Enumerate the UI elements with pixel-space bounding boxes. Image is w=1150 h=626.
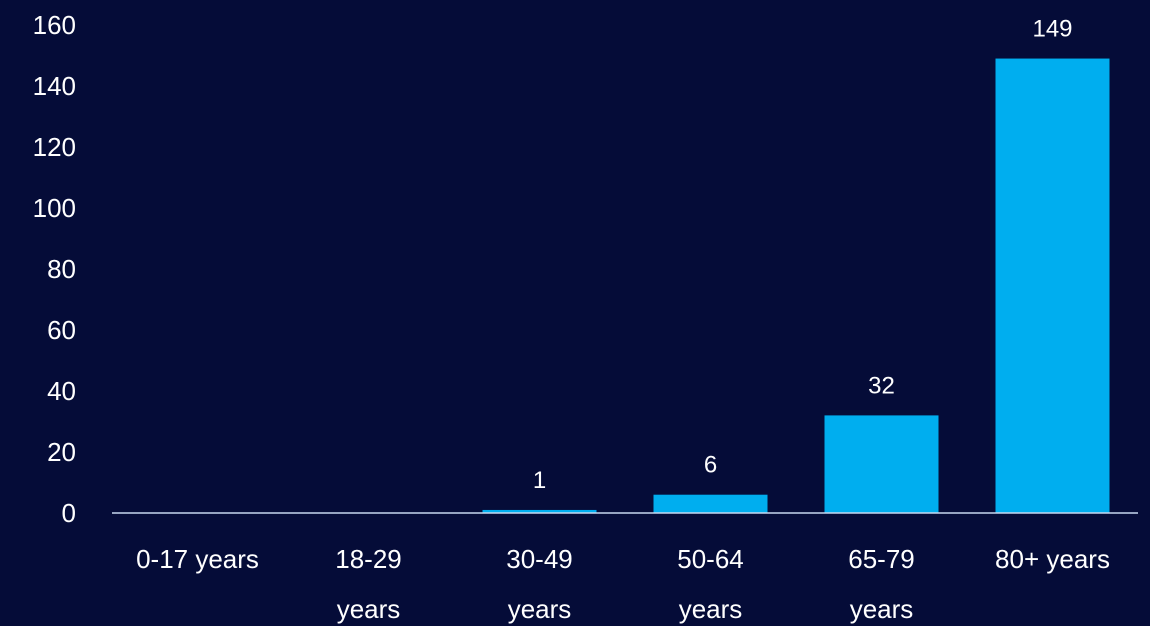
y-tick-label: 0 [62,498,76,528]
y-tick-label: 140 [33,71,76,101]
y-tick-label: 100 [33,193,76,223]
x-tick-label: years [508,594,572,624]
y-axis-ticks: 0 20 40 60 80 100 120 140 160 [33,10,76,528]
y-tick-label: 120 [33,132,76,162]
x-tick-label: 65-79 [848,544,915,574]
y-tick-label: 40 [47,376,76,406]
data-label: 1 [533,467,546,494]
data-label: 149 [1032,16,1072,43]
y-tick-label: 20 [47,437,76,467]
x-tick-label: years [679,594,743,624]
y-tick-label: 60 [47,315,76,345]
y-tick-label: 80 [47,254,76,284]
category-labels: 0-17 years 18-29 years 30-49 years 50-64 years… [136,544,1110,624]
bar [824,415,939,513]
data-label: 32 [868,372,895,399]
bar [995,58,1110,514]
x-tick-label: 80+ years [995,544,1110,574]
y-tick-label: 160 [33,10,76,40]
data-label: 6 [704,452,717,479]
bar [482,509,597,513]
x-tick-label: years [850,594,914,624]
bar [653,494,768,513]
data-labels: 1 6 32 149 [533,16,1073,494]
x-tick-label: 18-29 [335,544,402,574]
bars [482,58,1110,514]
x-tick-label: 50-64 [677,544,744,574]
x-tick-label: 30-49 [506,544,573,574]
x-tick-label: years [337,594,401,624]
x-tick-label: 0-17 years [136,544,259,574]
